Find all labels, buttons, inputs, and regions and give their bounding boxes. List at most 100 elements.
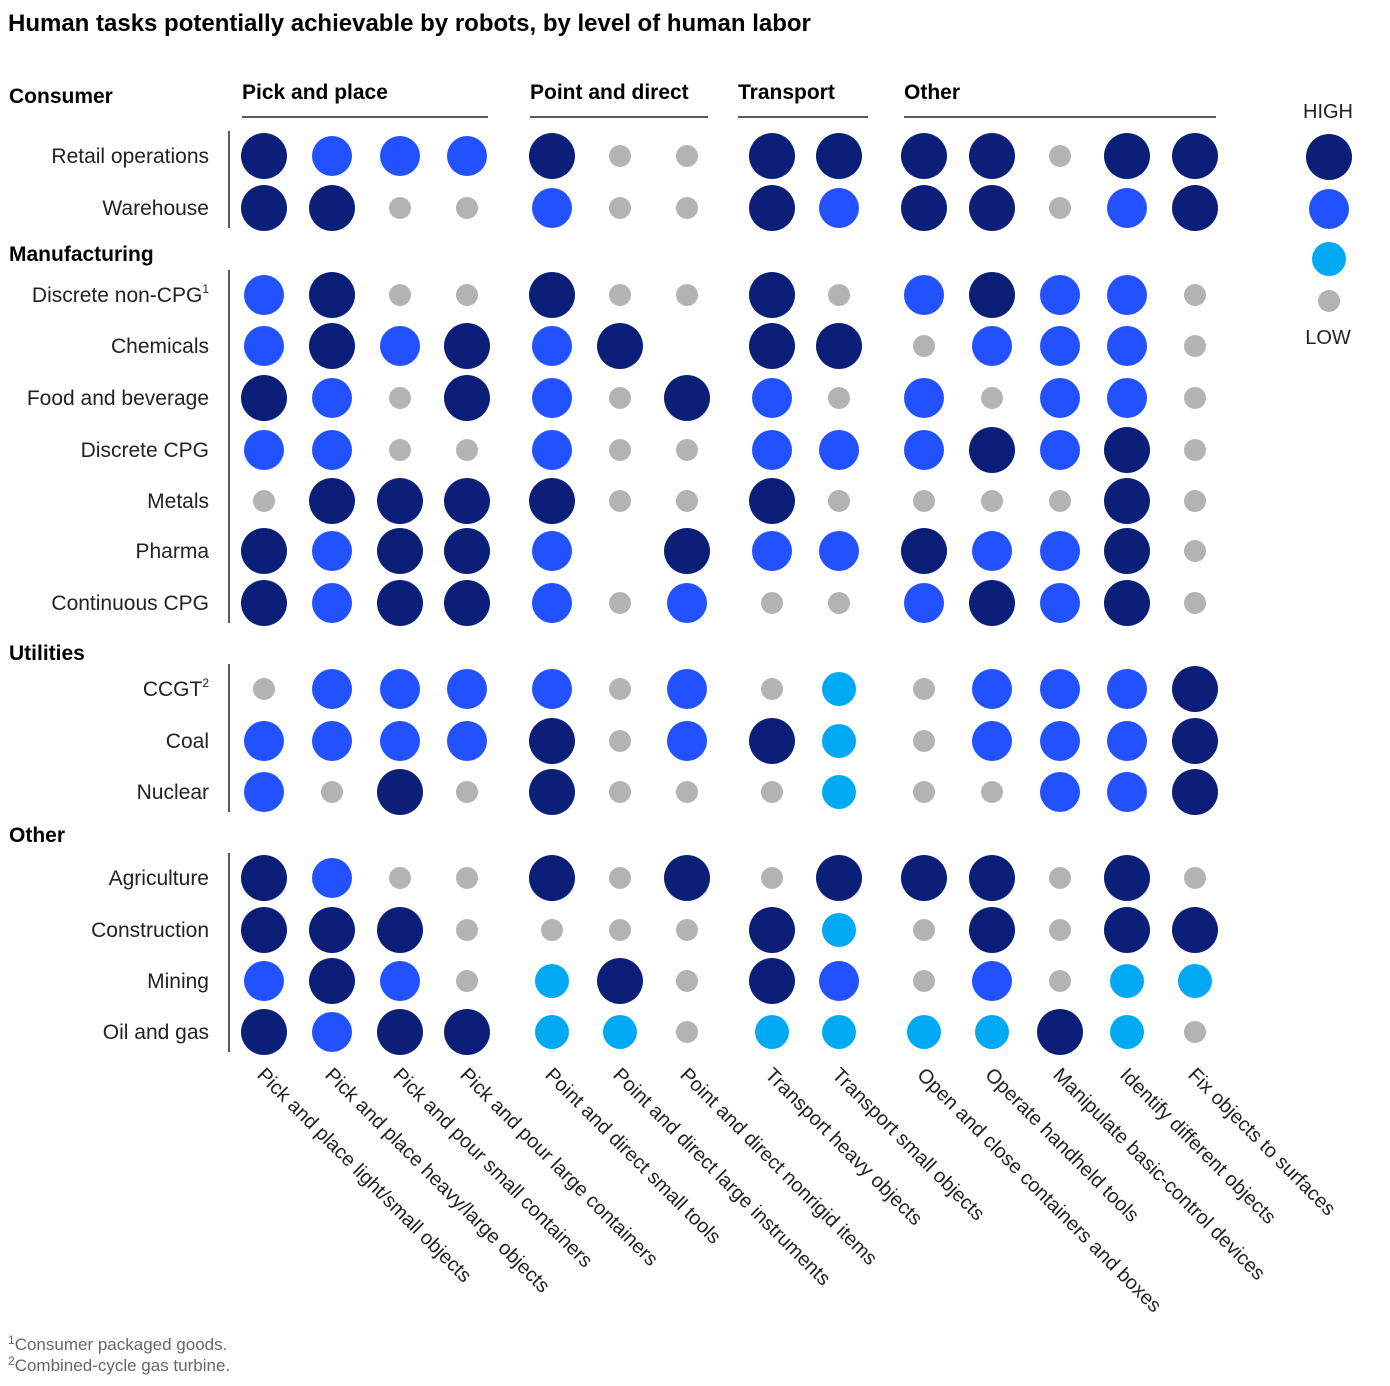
dot-discrete-cpg-point-and-direct-large-instruments (609, 439, 631, 461)
dot-metals-fix-objects-to-surfaces (1184, 490, 1206, 512)
dot-retail-operations-pick-and-pour-large-containers (447, 136, 487, 176)
dot-agriculture-point-and-direct-nonrigid-items (664, 855, 710, 901)
dot-warehouse-pick-and-place-light-small-objects (241, 185, 287, 231)
legend-dot-level-2 (1312, 242, 1346, 276)
dot-discrete-non-cpg-point-and-direct-large-instruments (609, 284, 631, 306)
dot-construction-point-and-direct-small-tools (541, 919, 563, 941)
row-label-metals: Metals (147, 490, 209, 513)
dot-food-and-beverage-identify-different-objects (1107, 378, 1147, 418)
row-label-superscript: 1 (202, 282, 209, 296)
dot-oil-and-gas-operate-handheld-tools (975, 1015, 1009, 1049)
dot-nuclear-pick-and-place-heavy-large-objects (321, 781, 343, 803)
dot-retail-operations-fix-objects-to-surfaces (1172, 133, 1218, 179)
dot-metals-transport-small-objects (828, 490, 850, 512)
dot-ccgt-pick-and-pour-small-containers (380, 669, 420, 709)
dot-mining-transport-small-objects (819, 961, 859, 1001)
dot-discrete-cpg-operate-handheld-tools (969, 427, 1015, 473)
dot-metals-identify-different-objects (1104, 478, 1150, 524)
dot-continuous-cpg-operate-handheld-tools (969, 580, 1015, 626)
dot-coal-operate-handheld-tools (972, 721, 1012, 761)
dot-oil-and-gas-point-and-direct-small-tools (535, 1015, 569, 1049)
dot-discrete-cpg-fix-objects-to-surfaces (1184, 439, 1206, 461)
dot-oil-and-gas-pick-and-pour-small-containers (377, 1009, 423, 1055)
legend-dot-level-3 (1309, 189, 1349, 229)
row-label-agriculture: Agriculture (109, 867, 209, 890)
dot-pharma-pick-and-pour-large-containers (444, 528, 490, 574)
dot-ccgt-open-and-close-containers-and-boxes (913, 678, 935, 700)
dot-warehouse-pick-and-place-heavy-large-objects (309, 185, 355, 231)
dot-continuous-cpg-fix-objects-to-surfaces (1184, 592, 1206, 614)
row-label-discrete-non-cpg: Discrete non-CPG1 (32, 282, 209, 307)
dot-nuclear-open-and-close-containers-and-boxes (913, 781, 935, 803)
dot-pharma-pick-and-place-heavy-large-objects (312, 531, 352, 571)
footnote-1: 1Consumer packaged goods. (8, 1333, 227, 1354)
dot-discrete-non-cpg-manipulate-basic-control-devices (1040, 275, 1080, 315)
row-label-ccgt: CCGT2 (143, 676, 210, 701)
dot-discrete-cpg-identify-different-objects (1104, 427, 1150, 473)
dot-ccgt-pick-and-pour-large-containers (447, 669, 487, 709)
dot-ccgt-pick-and-place-light-small-objects (253, 678, 275, 700)
dot-coal-transport-small-objects (822, 724, 856, 758)
dot-chemicals-operate-handheld-tools (972, 326, 1012, 366)
dot-chemicals-pick-and-pour-large-containers (444, 323, 490, 369)
dot-pharma-transport-heavy-objects (752, 531, 792, 571)
dot-food-and-beverage-transport-heavy-objects (752, 378, 792, 418)
dot-mining-transport-heavy-objects (749, 958, 795, 1004)
dot-ccgt-transport-heavy-objects (761, 678, 783, 700)
dot-construction-transport-heavy-objects (749, 907, 795, 953)
dot-food-and-beverage-pick-and-pour-small-containers (389, 387, 411, 409)
legend: HIGH LOW (1303, 101, 1353, 349)
dot-discrete-non-cpg-point-and-direct-nonrigid-items (676, 284, 698, 306)
dot-oil-and-gas-point-and-direct-large-instruments (603, 1015, 637, 1049)
dot-coal-pick-and-pour-large-containers (447, 721, 487, 761)
dot-discrete-cpg-pick-and-pour-small-containers (389, 439, 411, 461)
dot-nuclear-pick-and-pour-large-containers (456, 781, 478, 803)
dot-construction-pick-and-place-light-small-objects (241, 907, 287, 953)
dot-oil-and-gas-fix-objects-to-surfaces (1184, 1021, 1206, 1043)
dot-oil-and-gas-point-and-direct-nonrigid-items (676, 1021, 698, 1043)
row-label-chemicals: Chemicals (111, 335, 209, 358)
dot-nuclear-pick-and-place-light-small-objects (244, 772, 284, 812)
dot-ccgt-fix-objects-to-surfaces (1172, 666, 1218, 712)
dot-metals-pick-and-place-light-small-objects (253, 490, 275, 512)
dot-discrete-cpg-pick-and-place-light-small-objects (244, 430, 284, 470)
dot-coal-identify-different-objects (1107, 721, 1147, 761)
dot-construction-open-and-close-containers-and-boxes (913, 919, 935, 941)
row-label-retail-operations: Retail operations (51, 145, 209, 168)
dot-construction-pick-and-pour-large-containers (456, 919, 478, 941)
dot-discrete-cpg-manipulate-basic-control-devices (1040, 430, 1080, 470)
dot-warehouse-pick-and-pour-large-containers (456, 197, 478, 219)
dot-discrete-cpg-pick-and-pour-large-containers (456, 439, 478, 461)
dot-mining-point-and-direct-small-tools (535, 964, 569, 998)
row-label-superscript: 2 (202, 676, 209, 690)
dot-oil-and-gas-pick-and-pour-large-containers (444, 1009, 490, 1055)
dot-discrete-non-cpg-transport-small-objects (828, 284, 850, 306)
dot-continuous-cpg-point-and-direct-nonrigid-items (667, 583, 707, 623)
dot-retail-operations-point-and-direct-nonrigid-items (676, 145, 698, 167)
dot-agriculture-transport-heavy-objects (761, 867, 783, 889)
dot-continuous-cpg-pick-and-pour-small-containers (377, 580, 423, 626)
dot-discrete-non-cpg-point-and-direct-small-tools (529, 272, 575, 318)
dot-chemicals-pick-and-place-heavy-large-objects (309, 323, 355, 369)
sector-sections: Consumer Retail operations Warehouse Manufa… (9, 85, 230, 1052)
dot-construction-pick-and-place-heavy-large-objects (309, 907, 355, 953)
dot-continuous-cpg-transport-small-objects (828, 592, 850, 614)
dot-discrete-non-cpg-pick-and-place-heavy-large-objects (309, 272, 355, 318)
dot-warehouse-fix-objects-to-surfaces (1172, 185, 1218, 231)
dot-chemicals-transport-small-objects (816, 323, 862, 369)
dot-agriculture-pick-and-place-light-small-objects (241, 855, 287, 901)
dot-ccgt-pick-and-place-heavy-large-objects (312, 669, 352, 709)
row-label-coal: Coal (166, 730, 209, 753)
dot-ccgt-point-and-direct-large-instruments (609, 678, 631, 700)
dot-food-and-beverage-pick-and-place-heavy-large-objects (312, 378, 352, 418)
dot-retail-operations-identify-different-objects (1104, 133, 1150, 179)
dot-warehouse-identify-different-objects (1107, 188, 1147, 228)
dot-nuclear-point-and-direct-small-tools (529, 769, 575, 815)
row-label-discrete-cpg: Discrete CPG (81, 439, 209, 462)
dot-discrete-cpg-point-and-direct-small-tools (532, 430, 572, 470)
dot-continuous-cpg-pick-and-place-light-small-objects (241, 580, 287, 626)
dot-agriculture-pick-and-pour-small-containers (389, 867, 411, 889)
row-label-construction: Construction (91, 919, 209, 942)
dot-metals-point-and-direct-large-instruments (609, 490, 631, 512)
